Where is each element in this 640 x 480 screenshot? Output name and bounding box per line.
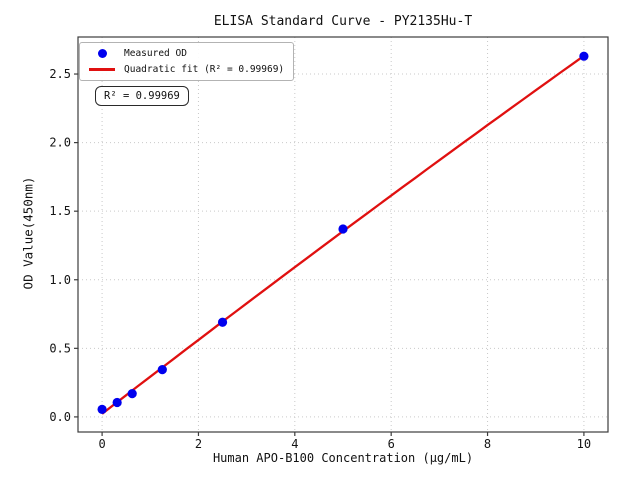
legend-swatch xyxy=(86,68,118,71)
y-axis-label: OD Value(450nm) xyxy=(20,176,36,290)
data-point xyxy=(217,317,228,327)
x-axis-label: Human APO-B100 Concentration (μg/mL) xyxy=(212,451,474,465)
y-tick-label: 2.0 xyxy=(49,136,71,150)
legend-entry-measured-od: Measured OD xyxy=(86,48,284,59)
legend-swatch xyxy=(86,49,118,58)
x-tick-label: 8 xyxy=(484,437,491,451)
y-tick-label: 0.0 xyxy=(49,410,71,424)
x-tick-label: 4 xyxy=(291,437,298,451)
axes-spines xyxy=(77,36,609,433)
measured-od-marker-icon xyxy=(97,49,107,58)
x-tick-label: 2 xyxy=(195,437,202,451)
data-point xyxy=(112,397,122,408)
y-tick-label: 2.5 xyxy=(49,67,71,81)
fit-line xyxy=(101,54,585,415)
y-tick-label: 1.5 xyxy=(49,204,71,218)
x-tick-label: 6 xyxy=(388,437,395,451)
x-tick-label: 10 xyxy=(577,437,591,451)
legend-entry-quadratic-fit: Quadratic fit (R² = 0.99969) xyxy=(86,64,284,75)
fit-line-icon xyxy=(89,68,115,71)
data-point xyxy=(157,364,167,375)
chart-title: ELISA Standard Curve - PY2135Hu-T xyxy=(213,14,473,29)
legend: Measured OD Quadratic fit (R² = 0.99969) xyxy=(79,42,295,81)
r-squared-annotation: R² = 0.99969 xyxy=(95,86,189,106)
data-point xyxy=(127,388,137,399)
data-point xyxy=(338,224,348,234)
y-tick-label: 1.0 xyxy=(49,273,71,287)
data-point xyxy=(97,404,107,414)
y-tick-label: 0.5 xyxy=(49,341,71,355)
x-tick-label: 0 xyxy=(98,437,105,451)
data-point xyxy=(579,51,589,61)
legend-label-measured-od: Measured OD xyxy=(124,48,187,59)
legend-label-quadratic-fit: Quadratic fit (R² = 0.99969) xyxy=(124,64,285,75)
